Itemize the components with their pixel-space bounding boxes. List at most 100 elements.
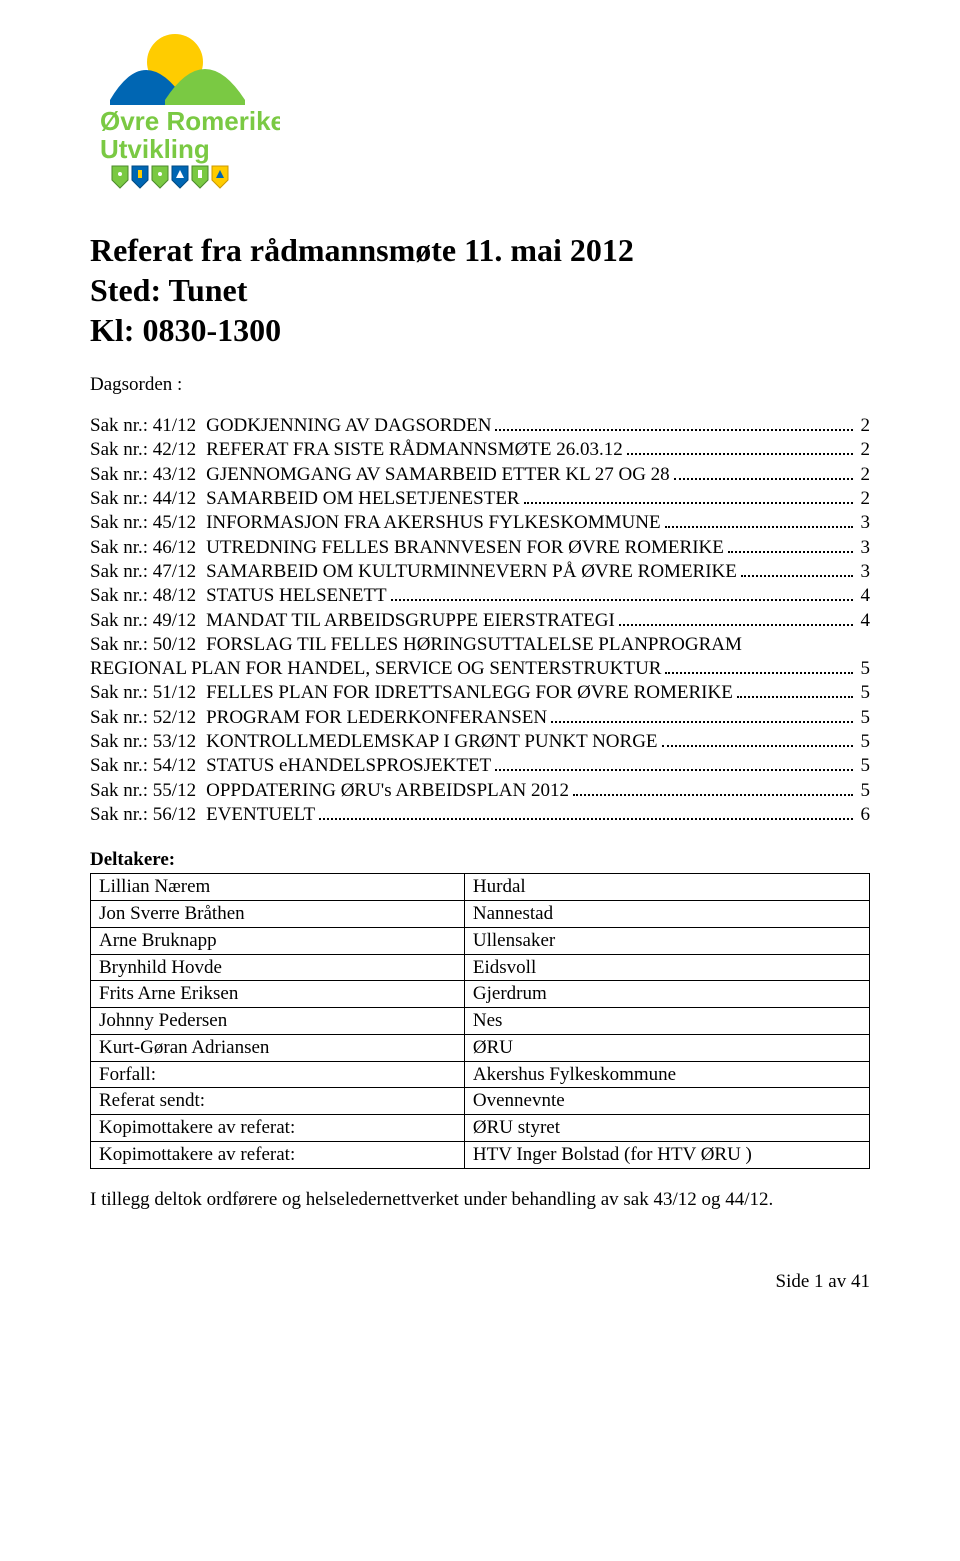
table-row: Referat sendt:Ovennevnte (91, 1088, 870, 1115)
deltakere-left: Kopimottakere av referat: (91, 1141, 465, 1168)
closing-text: I tillegg deltok ordførere og helseleder… (90, 1189, 870, 1211)
toc-sak: Sak nr.: 48/12 (90, 584, 206, 608)
toc-page: 5 (857, 706, 871, 730)
deltakere-left: Johnny Pedersen (91, 1008, 465, 1035)
toc-row: Sak nr.: 55/12OPPDATERING ØRU's ARBEIDSP… (90, 779, 870, 803)
toc-dots (728, 551, 853, 553)
toc-dots (665, 526, 853, 528)
toc-sak: Sak nr.: 42/12 (90, 438, 206, 462)
toc-dots (662, 745, 853, 747)
logo-text-line2: Utvikling (100, 134, 210, 164)
toc-page: 4 (857, 609, 871, 633)
toc-title: SAMARBEID OM HELSETJENESTER (206, 487, 520, 511)
deltakere-left: Forfall: (91, 1061, 465, 1088)
toc-title: EVENTUELT (206, 803, 315, 827)
toc-row: Sak nr.: 53/12KONTROLLMEDLEMSKAP I GRØNT… (90, 730, 870, 754)
toc-row: Sak nr.: 56/12EVENTUELT 6 (90, 803, 870, 827)
table-row: Jon Sverre BråthenNannestad (91, 901, 870, 928)
table-row: Arne BruknappUllensaker (91, 927, 870, 954)
toc-page: 5 (857, 779, 871, 803)
deltakere-right: Nannestad (464, 901, 869, 928)
toc-row: Sak nr.: 42/12REFERAT FRA SISTE RÅDMANNS… (90, 438, 870, 462)
toc-row: Sak nr.: 44/12SAMARBEID OM HELSETJENESTE… (90, 487, 870, 511)
toc-dots (319, 818, 852, 820)
toc-title: UTREDNING FELLES BRANNVESEN FOR ØVRE ROM… (206, 536, 724, 560)
toc-title: INFORMASJON FRA AKERSHUS FYLKESKOMMUNE (206, 511, 661, 535)
toc-title: FELLES PLAN FOR IDRETTSANLEGG FOR ØVRE R… (206, 681, 733, 705)
toc-page: 5 (857, 657, 871, 681)
toc-dots (619, 624, 853, 626)
deltakere-label: Deltakere: (90, 849, 870, 871)
document-title: Referat fra rådmannsmøte 11. mai 2012 St… (90, 230, 870, 350)
toc-sak: Sak nr.: 49/12 (90, 609, 206, 633)
toc-row: Sak nr.: 47/12SAMARBEID OM KULTURMINNEVE… (90, 560, 870, 584)
toc-dots (674, 478, 853, 480)
toc-page: 3 (857, 511, 871, 535)
deltakere-left: Brynhild Hovde (91, 954, 465, 981)
table-row: Kopimottakere av referat:ØRU styret (91, 1115, 870, 1142)
deltakere-left: Kopimottakere av referat: (91, 1115, 465, 1142)
deltakere-left: Arne Bruknapp (91, 927, 465, 954)
toc-title: PROGRAM FOR LEDERKONFERANSEN (206, 706, 547, 730)
deltakere-left: Jon Sverre Bråthen (91, 901, 465, 928)
table-row: Johnny PedersenNes (91, 1008, 870, 1035)
toc-dots (627, 453, 853, 455)
toc-dots (737, 696, 853, 698)
toc-page: 2 (857, 463, 871, 487)
toc-sak: Sak nr.: 53/12 (90, 730, 206, 754)
toc-title: GODKJENNING AV DAGSORDEN (206, 414, 491, 438)
deltakere-left: Frits Arne Eriksen (91, 981, 465, 1008)
toc-page: 5 (857, 681, 871, 705)
logo-text-line1: Øvre Romerike (100, 106, 280, 136)
toc-dots (524, 502, 853, 504)
deltakere-table: Lillian NæremHurdalJon Sverre BråthenNan… (90, 873, 870, 1168)
deltakere-left: Kurt-Gøran Adriansen (91, 1034, 465, 1061)
toc-page: 5 (857, 730, 871, 754)
deltakere-right: Gjerdrum (464, 981, 869, 1008)
toc-row: Sak nr.: 54/12STATUS eHANDELSPROSJEKTET5 (90, 754, 870, 778)
toc-sak: Sak nr.: 47/12 (90, 560, 206, 584)
toc-row: Sak nr.: 45/12INFORMASJON FRA AKERSHUS F… (90, 511, 870, 535)
table-row: Brynhild HovdeEidsvoll (91, 954, 870, 981)
dagsorden-label: Dagsorden : (90, 374, 870, 396)
toc-dots (573, 794, 853, 796)
toc-row: Sak nr.: 51/12FELLES PLAN FOR IDRETTSANL… (90, 681, 870, 705)
deltakere-right: Hurdal (464, 874, 869, 901)
toc-sak: Sak nr.: 54/12 (90, 754, 206, 778)
deltakere-right: ØRU (464, 1034, 869, 1061)
toc: Sak nr.: 41/12GODKJENNING AV DAGSORDEN2S… (90, 414, 870, 827)
table-row: Forfall:Akershus Fylkeskommune (91, 1061, 870, 1088)
toc-page: 4 (857, 584, 871, 608)
toc-sak: Sak nr.: 46/12 (90, 536, 206, 560)
logo: Øvre Romerike Utvikling (90, 30, 870, 200)
deltakere-right: Ullensaker (464, 927, 869, 954)
toc-title: MANDAT TIL ARBEIDSGRUPPE EIERSTRATEGI (206, 609, 615, 633)
toc-sak: Sak nr.: 51/12 (90, 681, 206, 705)
toc-row: Sak nr.: 50/12FORSLAG TIL FELLES HØRINGS… (90, 633, 870, 657)
table-row: Frits Arne EriksenGjerdrum (91, 981, 870, 1008)
table-row: Lillian NæremHurdal (91, 874, 870, 901)
toc-title: STATUS HELSENETT (206, 584, 387, 608)
toc-title: STATUS eHANDELSPROSJEKTET (206, 754, 491, 778)
toc-dots (665, 672, 852, 674)
toc-sak: Sak nr.: 45/12 (90, 511, 206, 535)
toc-sak: Sak nr.: 56/12 (90, 803, 206, 827)
toc-row: Sak nr.: 43/12GJENNOMGANG AV SAMARBEID E… (90, 463, 870, 487)
toc-dots (495, 429, 852, 431)
toc-title: REFERAT FRA SISTE RÅDMANNSMØTE 26.03.12 (206, 438, 623, 462)
deltakere-right: ØRU styret (464, 1115, 869, 1142)
toc-page: 6 (857, 803, 871, 827)
title-line2: Sted: Tunet (90, 270, 870, 310)
table-row: Kurt-Gøran AdriansenØRU (91, 1034, 870, 1061)
toc-row: Sak nr.: 49/12MANDAT TIL ARBEIDSGRUPPE E… (90, 609, 870, 633)
toc-page: 2 (857, 487, 871, 511)
toc-title: SAMARBEID OM KULTURMINNEVERN PÅ ØVRE ROM… (206, 560, 737, 584)
toc-page: 3 (857, 560, 871, 584)
toc-sak: Sak nr.: 44/12 (90, 487, 206, 511)
toc-sak: Sak nr.: 52/12 (90, 706, 206, 730)
toc-row: Sak nr.: 46/12UTREDNING FELLES BRANNVESE… (90, 536, 870, 560)
toc-dots (495, 769, 852, 771)
toc-page: 3 (857, 536, 871, 560)
deltakere-right: Nes (464, 1008, 869, 1035)
page-footer: Side 1 av 41 (90, 1271, 870, 1293)
